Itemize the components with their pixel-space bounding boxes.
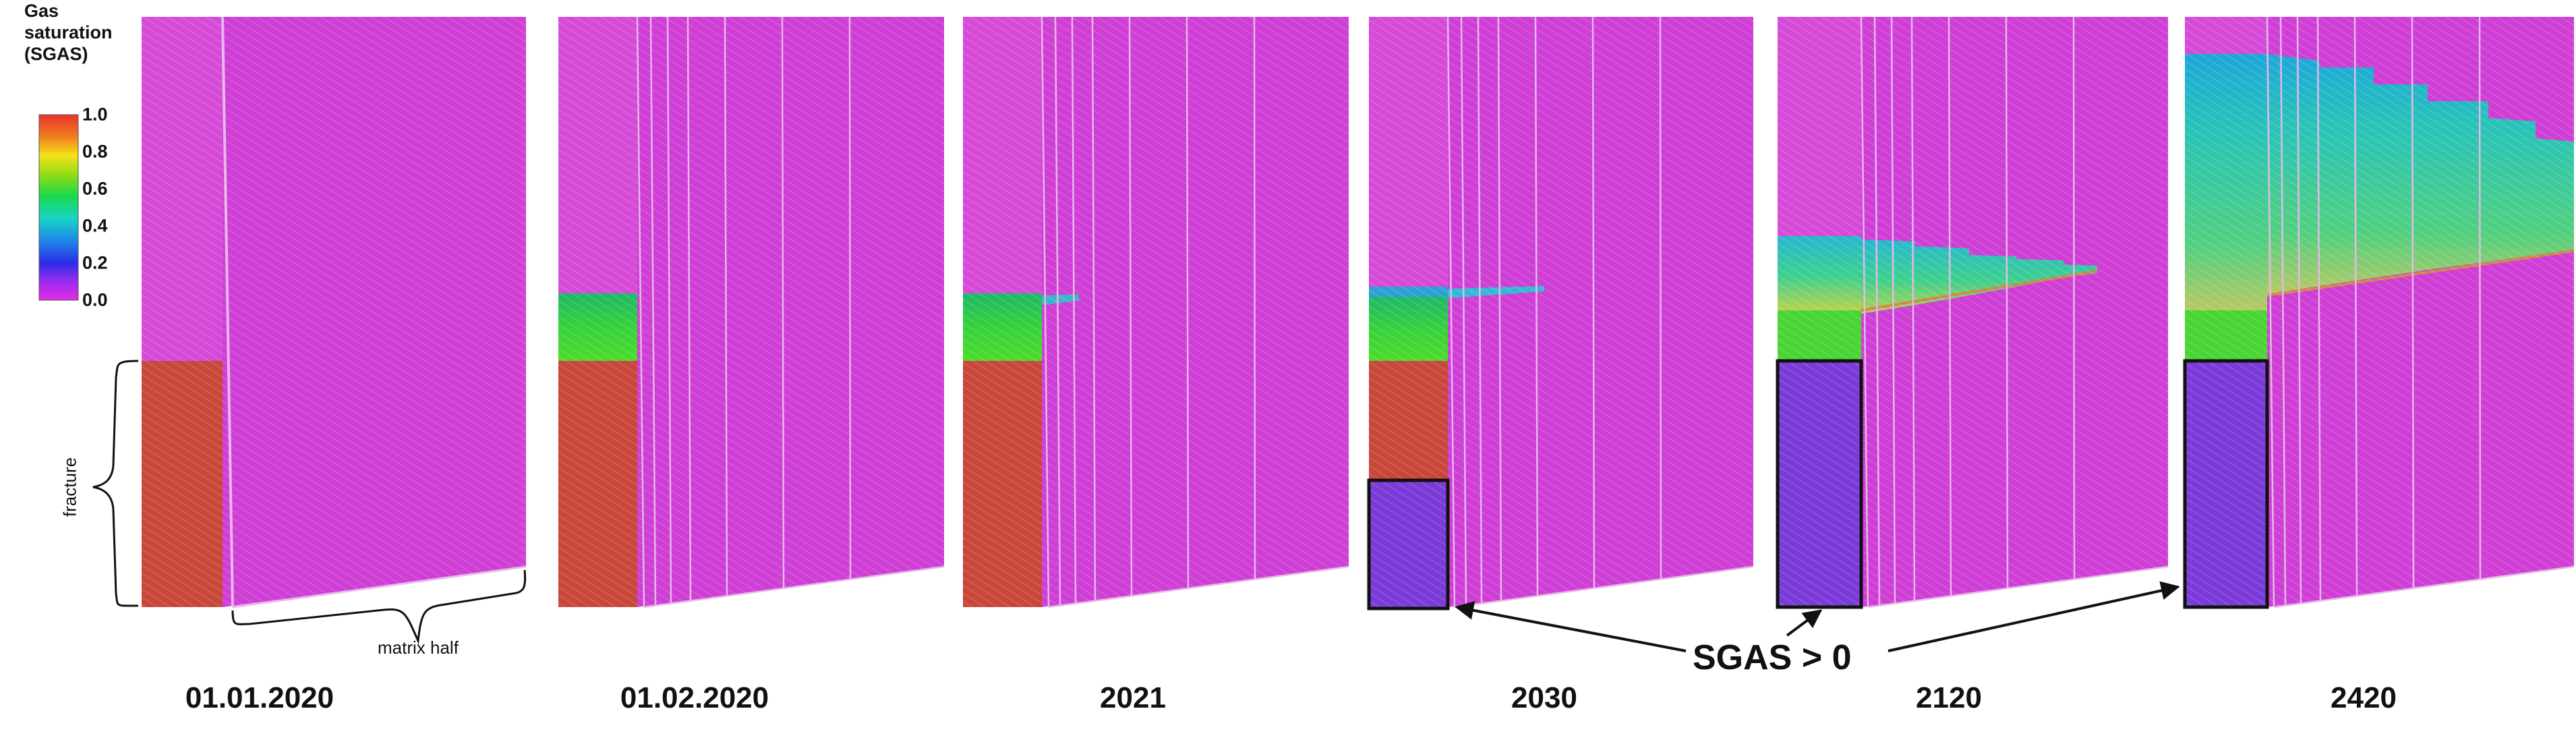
fracture-matrix-edge	[221, 16, 234, 608]
hatch-overlay	[1778, 17, 2168, 607]
edge-line	[232, 565, 527, 608]
matrix-grid-lines	[2266, 16, 2575, 608]
colorbar-title-line-3: (SGAS)	[24, 44, 88, 64]
colorbar-tick-label: 1.0	[82, 104, 108, 125]
hatch-overlay	[558, 17, 944, 607]
hatch-overlay	[1369, 17, 1753, 607]
colorbar-tick-label: 0.4	[82, 215, 108, 236]
panel-date: 01.02.2020	[620, 681, 769, 714]
sgas-arrows	[1455, 581, 2180, 652]
colorbar-title-line-1: Gas	[24, 1, 59, 21]
hatch-overlay	[963, 17, 1349, 607]
panel-2	[558, 16, 945, 608]
matrix-half-brace	[231, 569, 527, 645]
panel-1	[142, 16, 527, 608]
hatch-overlay	[2185, 17, 2574, 607]
panel-4	[1367, 16, 1754, 610]
matrix-half-label: matrix half	[378, 637, 459, 658]
panel-3	[963, 16, 1349, 608]
colorbar-gradient	[38, 114, 79, 301]
colorbar-tick-label: 0.0	[82, 289, 108, 310]
sgas-highlight-box	[1367, 478, 1450, 610]
colorbar	[38, 114, 79, 301]
fracture-label: fracture	[59, 457, 80, 517]
hatch-overlay	[142, 17, 526, 607]
arrow-to-panel-4	[1455, 600, 1687, 652]
matrix-grid-lines	[1041, 16, 1349, 608]
panel-date: 2420	[2331, 681, 2397, 714]
matrix-grid-lines	[1860, 16, 2169, 608]
fracture-brace	[92, 360, 139, 607]
panel-date: 2021	[1100, 681, 1166, 714]
panel-date: 01.01.2020	[185, 681, 334, 714]
panel-date: 2120	[1916, 681, 1982, 714]
colorbar-tick-label: 0.6	[82, 178, 108, 199]
arrow-to-panel-6	[1887, 581, 2180, 652]
colorbar-title-line-2: saturation	[24, 22, 113, 42]
matrix-grid-lines	[1446, 16, 1754, 608]
sgas-highlight-box	[2183, 359, 2269, 609]
colorbar-tick-label: 0.2	[82, 252, 108, 273]
sgas-highlight-box	[1776, 359, 1863, 609]
colorbar-title: Gas saturation (SGAS)	[24, 0, 113, 65]
panel-5	[1776, 16, 2169, 609]
sgas-label: SGAS > 0	[1693, 638, 1852, 677]
arrow-to-panel-5	[1786, 609, 1823, 637]
panel-date: 2030	[1511, 681, 1577, 714]
matrix-grid-lines	[636, 16, 945, 608]
colorbar-tick-label: 0.8	[82, 141, 108, 162]
panel-6	[2183, 16, 2575, 609]
